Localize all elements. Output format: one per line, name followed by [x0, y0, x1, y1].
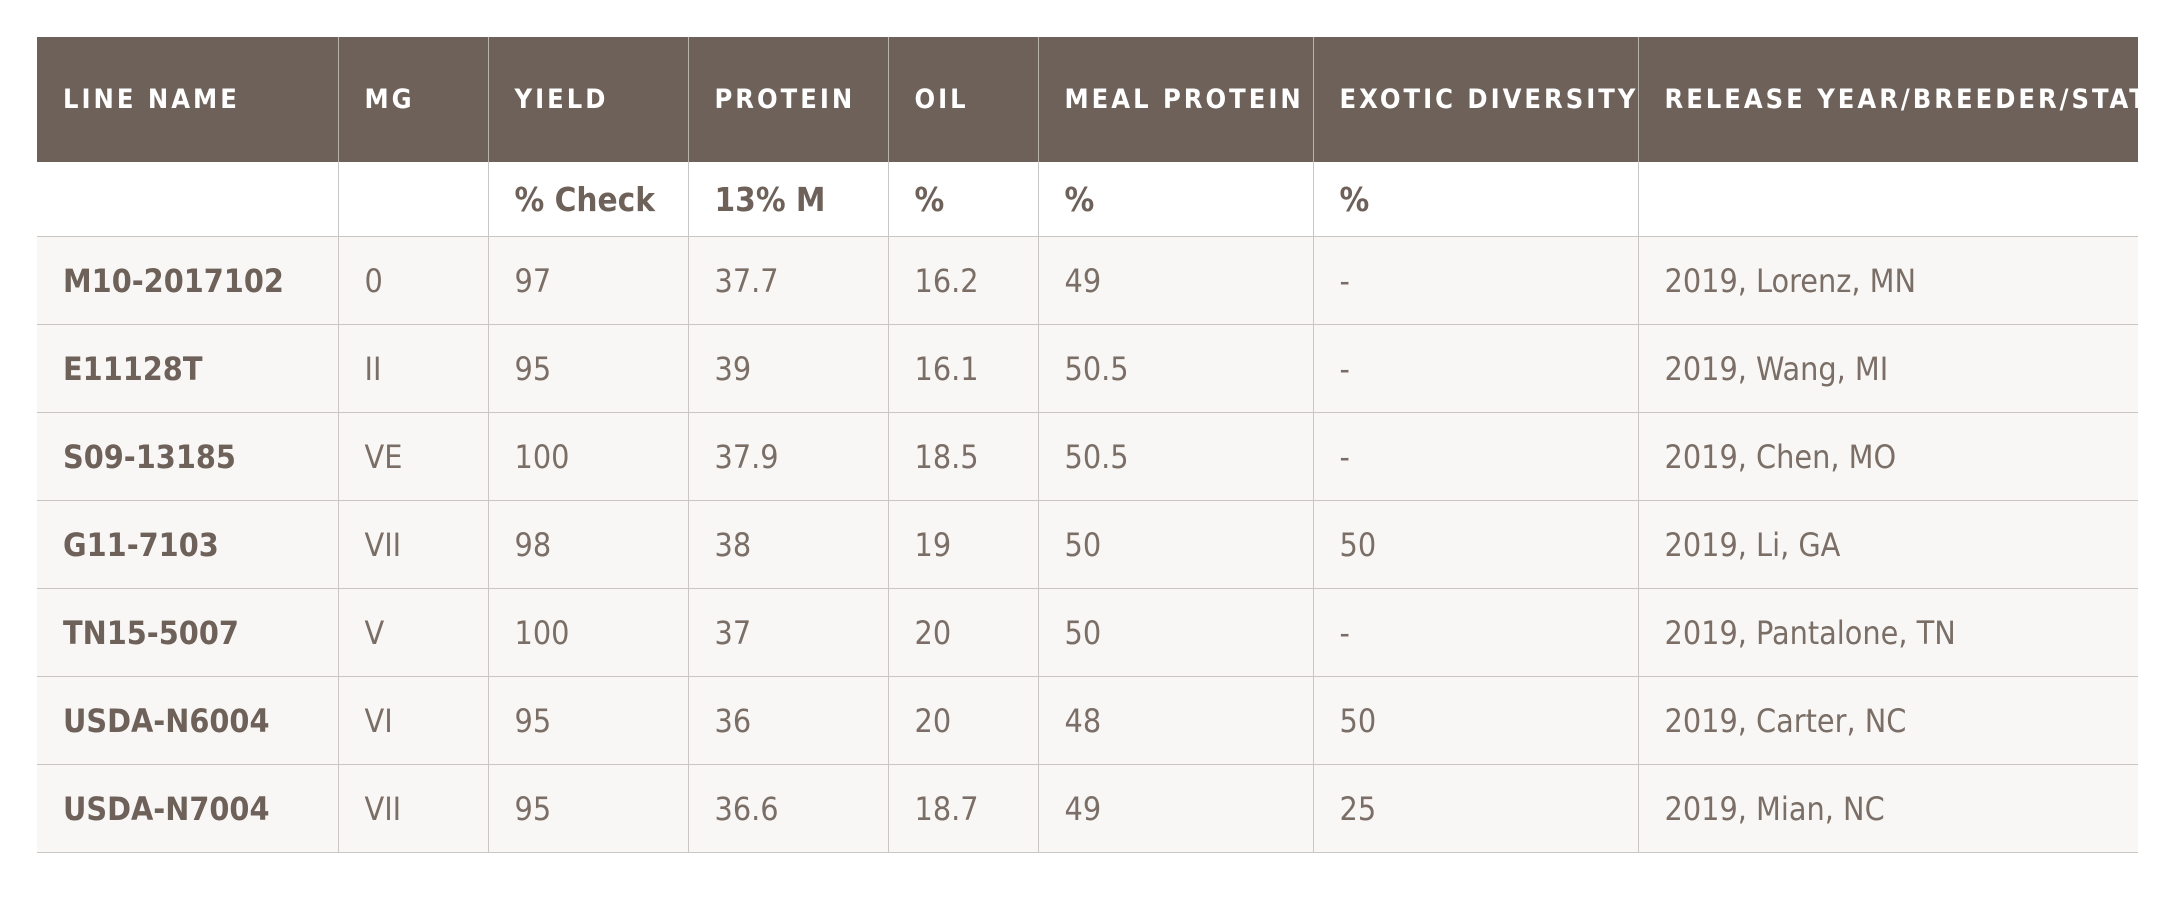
yield-cell: 97 — [488, 236, 689, 325]
column-header-protein[interactable]: PROTEIN — [688, 37, 889, 162]
mg-cell: 0 — [338, 236, 489, 325]
unit-cell — [1638, 162, 2138, 237]
yield-cell: 98 — [488, 500, 689, 589]
line-name-cell: USDA-N6004 — [37, 676, 339, 765]
meal-protein-cell: 49 — [1038, 764, 1314, 853]
table-row: M10-2017102 0 97 37.7 16.2 49-2019, Lorenz, M… — [37, 236, 2138, 325]
table-row: USDA-N6004 VI 95 36 20 48 50 2019, Carter, NC — [37, 676, 2138, 765]
table-row: G11-7103 VII 98 38 19 50 50 2019, Li, GA — [37, 500, 2138, 589]
units-row: % Check 13% M % % % — [37, 162, 2138, 237]
table-row: E11128T II 95 39 16.1 50.5-2019, Wang, MI — [37, 324, 2138, 413]
meal-protein-cell: 50 — [1038, 588, 1314, 677]
yield-cell: 100 — [488, 412, 689, 501]
exotic-diversity-cell: 50 — [1313, 500, 1639, 589]
column-header-meal-protein[interactable]: MEAL PROTEIN — [1038, 37, 1314, 162]
release-cell: 2019, Pantalone, TN — [1638, 588, 2138, 677]
oil-cell: 16.2 — [888, 236, 1039, 325]
exotic-diversity-cell: - — [1313, 588, 1639, 677]
line-name-cell: M10-2017102 — [37, 236, 339, 325]
line-name-cell: G11-7103 — [37, 500, 339, 589]
unit-cell — [37, 162, 339, 237]
line-name-cell: E11128T — [37, 324, 339, 413]
yield-cell: 100 — [488, 588, 689, 677]
meal-protein-cell: 48 — [1038, 676, 1314, 765]
yield-cell: 95 — [488, 764, 689, 853]
table-row: USDA-N7004 VII 95 36.6 18.7 49 25 2019, Mian, N… — [37, 764, 2138, 853]
release-cell: 2019, Chen, MO — [1638, 412, 2138, 501]
release-cell: 2019, Carter, NC — [1638, 676, 2138, 765]
header-row: LINE NAME MG YIELD PROTEIN OIL MEAL PROT… — [37, 37, 2138, 162]
release-cell: 2019, Lorenz, MN — [1638, 236, 2138, 325]
oil-cell: 16.1 — [888, 324, 1039, 413]
unit-cell — [338, 162, 489, 237]
release-cell: 2019, Li, GA — [1638, 500, 2138, 589]
mg-cell: VI — [338, 676, 489, 765]
oil-cell: 18.5 — [888, 412, 1039, 501]
column-header-exotic-diversity[interactable]: EXOTIC DIVERSITY — [1313, 37, 1639, 162]
release-cell: 2019, Mian, NC — [1638, 764, 2138, 853]
soybean-lines-table: LINE NAME MG YIELD PROTEIN OIL MEAL PROT… — [37, 37, 2138, 853]
exotic-diversity-cell: - — [1313, 412, 1639, 501]
soybean-lines-table-container: LINE NAME MG YIELD PROTEIN OIL MEAL PROT… — [37, 37, 2138, 853]
exotic-diversity-cell: 25 — [1313, 764, 1639, 853]
protein-cell: 37.7 — [688, 236, 889, 325]
unit-cell: 13% M — [688, 162, 889, 237]
table-row: TN15-5007 V 100 37 20 50-2019, Pantalone, TN — [37, 588, 2138, 677]
column-header-oil[interactable]: OIL — [888, 37, 1039, 162]
protein-cell: 36.6 — [688, 764, 889, 853]
protein-cell: 37 — [688, 588, 889, 677]
unit-cell: % — [1038, 162, 1314, 237]
unit-cell: % Check — [488, 162, 689, 237]
column-header-mg[interactable]: MG — [338, 37, 489, 162]
exotic-diversity-cell: 50 — [1313, 676, 1639, 765]
exotic-diversity-cell: - — [1313, 236, 1639, 325]
meal-protein-cell: 49 — [1038, 236, 1314, 325]
line-name-cell: USDA-N7004 — [37, 764, 339, 853]
protein-cell: 37.9 — [688, 412, 889, 501]
oil-cell: 18.7 — [888, 764, 1039, 853]
line-name-cell: S09-13185 — [37, 412, 339, 501]
mg-cell: VII — [338, 764, 489, 853]
protein-cell: 39 — [688, 324, 889, 413]
column-header-release[interactable]: RELEASE YEAR/BREEDER/STATE — [1638, 37, 2138, 162]
column-header-yield[interactable]: YIELD — [488, 37, 689, 162]
mg-cell: V — [338, 588, 489, 677]
column-header-line-name[interactable]: LINE NAME — [37, 37, 339, 162]
mg-cell: II — [338, 324, 489, 413]
yield-cell: 95 — [488, 324, 689, 413]
unit-cell: % — [888, 162, 1039, 237]
release-cell: 2019, Wang, MI — [1638, 324, 2138, 413]
oil-cell: 19 — [888, 500, 1039, 589]
meal-protein-cell: 50.5 — [1038, 412, 1314, 501]
mg-cell: VII — [338, 500, 489, 589]
unit-cell: % — [1313, 162, 1639, 237]
oil-cell: 20 — [888, 676, 1039, 765]
table-body: % Check 13% M % % % M10-2017102 0 97 37.7 16… — [37, 162, 2138, 853]
table-header: LINE NAME MG YIELD PROTEIN OIL MEAL PROT… — [37, 37, 2138, 162]
protein-cell: 36 — [688, 676, 889, 765]
protein-cell: 38 — [688, 500, 889, 589]
line-name-cell: TN15-5007 — [37, 588, 339, 677]
yield-cell: 95 — [488, 676, 689, 765]
exotic-diversity-cell: - — [1313, 324, 1639, 413]
oil-cell: 20 — [888, 588, 1039, 677]
mg-cell: VE — [338, 412, 489, 501]
table-row: S09-13185 VE 100 37.9 18.5 50.5-2019, Chen, M… — [37, 412, 2138, 501]
meal-protein-cell: 50 — [1038, 500, 1314, 589]
meal-protein-cell: 50.5 — [1038, 324, 1314, 413]
